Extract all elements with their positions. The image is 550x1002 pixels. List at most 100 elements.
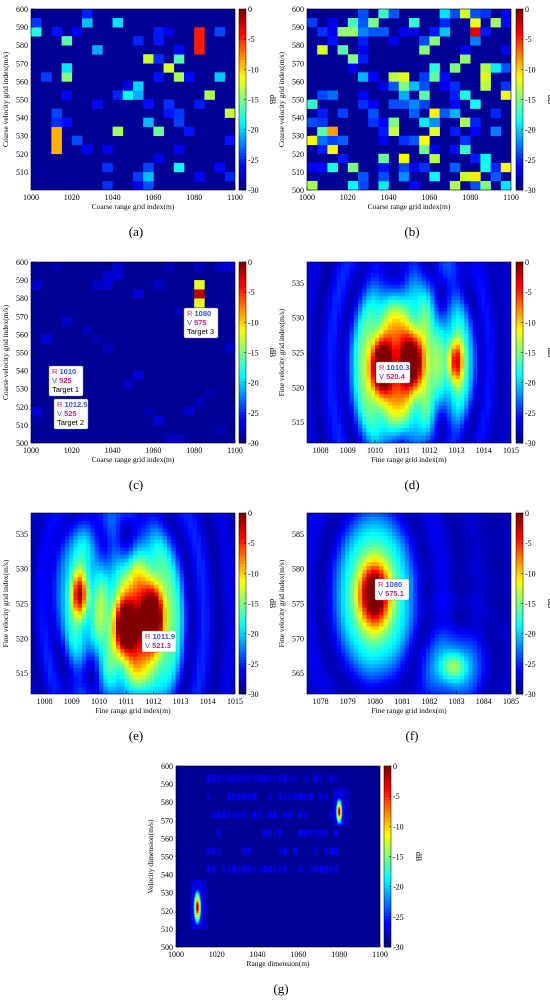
y-tick-label: 550: [16, 96, 28, 105]
y-tick-label: 510: [161, 925, 173, 934]
colorbar-tick-label: -20: [525, 630, 536, 639]
y-axis-label: Coarse velocity grid index(m/s): [277, 51, 286, 147]
y-tick-label: 600: [292, 5, 304, 14]
colorbar-tick-label: -5: [525, 35, 532, 44]
colorbar-tick-label: -30: [248, 690, 259, 699]
colorbar-tick-label: -30: [525, 439, 536, 448]
y-tick-label: 525: [292, 349, 304, 358]
colorbar: 0 -5 -10 -15 -20 -25 -30 dB: [238, 5, 277, 195]
colorbar-label: dB: [268, 599, 277, 608]
subplot-g: 1000 1020 1040 1060 1080 1100 500 510 520 530 540 5…: [146, 762, 423, 996]
y-axis-label: Coarse velocity grid index(m/s): [1, 304, 10, 400]
subplot-e: 1008 1009 1010 1011 1012 1013 1014 1015 515 520 52…: [1, 509, 277, 743]
y-tick-label: 515: [292, 418, 304, 427]
x-tick-label: 1080: [186, 193, 202, 202]
colorbar-tick-label: -30: [393, 943, 404, 952]
annotation-velocity: V 525: [52, 376, 72, 385]
colorbar: 0 -5 -10 -15 -20 -25 -30 dB: [238, 509, 277, 699]
colorbar-tick-label: -5: [525, 539, 532, 548]
panel-label: (b): [404, 224, 419, 239]
heatmap-cells: [307, 513, 511, 694]
colorbar-tick-label: -15: [525, 600, 536, 609]
y-tick-label: 570: [161, 816, 173, 825]
heatmap-cells: [176, 766, 380, 947]
x-tick-label: 1013: [173, 697, 189, 706]
y-tick-label: 585: [292, 530, 304, 539]
heatmap-cells: [31, 513, 235, 694]
x-tick-label: 1000: [168, 950, 184, 959]
y-tick-label: 590: [16, 23, 28, 32]
colorbar-tick-label: -15: [248, 96, 259, 105]
y-axis-label: Fine velocity grid index(m/s): [1, 559, 10, 647]
x-axis-label: Coarse range grid index(m): [368, 202, 451, 211]
y-tick-label: 560: [292, 77, 304, 86]
x-axis-label: Coarse range grid index(m): [92, 202, 175, 211]
colorbar-tick-label: -30: [525, 690, 536, 699]
target-annotation: R 1010.3V 520.4: [375, 361, 411, 384]
annotation-target-name: Target 2: [57, 418, 84, 427]
y-tick-label: 530: [16, 385, 28, 394]
y-tick-label: 530: [292, 314, 304, 323]
y-tick-label: 530: [161, 889, 173, 898]
colorbar-tick-label: -25: [248, 660, 259, 669]
y-tick-label: 510: [16, 168, 28, 177]
heatmap-cells: [31, 9, 235, 190]
colorbar-tick-label: -15: [525, 96, 536, 105]
y-axis-label: Fine velocity grid index(m/s): [277, 308, 286, 396]
annotation-range: R 1012.5: [57, 400, 87, 409]
x-tick-label: 1100: [503, 193, 519, 202]
subplot-b: 1000 1020 1040 1060 1080 1100 500 510 520 530 540 5…: [277, 5, 550, 239]
x-tick-label: 1012: [145, 697, 161, 706]
x-tick-label: 1100: [227, 193, 243, 202]
x-tick-label: 1080: [331, 950, 347, 959]
x-tick-label: 1020: [64, 193, 80, 202]
x-tick-label: 1060: [290, 950, 306, 959]
subplot-c: 1000 1020 1040 1060 1080 1100 500 510 520 530 540 5…: [1, 258, 277, 492]
colorbar-tick-label: 0: [525, 258, 529, 267]
x-tick-label: 1015: [227, 697, 243, 706]
colorbar-tick-label: -30: [525, 186, 536, 195]
x-tick-label: 1100: [227, 446, 243, 455]
x-tick-label: 1020: [64, 446, 80, 455]
y-tick-label: 565: [292, 669, 304, 678]
x-axis-label: Fine range grid index(m): [371, 455, 447, 464]
x-tick-label: 1060: [421, 193, 437, 202]
colorbar-tick-label: 0: [248, 5, 252, 14]
colorbar-tick-label: -15: [525, 349, 536, 358]
panel-label: (f): [406, 728, 419, 743]
colorbar-tick-label: -5: [525, 288, 532, 297]
x-tick-label: 1010: [91, 697, 107, 706]
x-tick-label: 1040: [250, 950, 266, 959]
colorbar-tick-label: -5: [393, 792, 400, 801]
y-axis-label: Velocity dimension(m/s): [146, 819, 155, 893]
y-tick-label: 600: [16, 5, 28, 14]
colorbar-label: dB: [546, 95, 550, 104]
y-tick-label: 600: [161, 762, 173, 771]
y-tick-label: 550: [161, 853, 173, 862]
annotation-velocity: V 520.4: [379, 372, 406, 381]
x-tick-label: 1000: [23, 193, 39, 202]
colorbar-tick-label: 0: [525, 5, 529, 14]
colorbar-tick-label: -10: [248, 318, 259, 327]
y-tick-label: 520: [16, 403, 28, 412]
annotation-range: R 1011.9: [145, 632, 175, 641]
x-tick-label: 1085: [503, 697, 519, 706]
x-tick-label: 1080: [462, 193, 478, 202]
x-tick-label: 1083: [449, 697, 465, 706]
colorbar-tick-label: -30: [248, 439, 259, 448]
x-axis-label: Coarse range grid index(m): [92, 455, 175, 464]
colorbar-tick-label: -20: [248, 630, 259, 639]
colorbar-tick-label: -5: [248, 35, 255, 44]
colorbar-tick-label: -10: [248, 569, 259, 578]
y-axis-label: Fine velocity grid index(m/s): [277, 559, 286, 647]
colorbar-tick-label: 0: [525, 509, 529, 518]
colorbar-label: dB: [546, 348, 550, 357]
colorbar-tick-label: -10: [248, 65, 259, 74]
colorbar-tick-label: -15: [393, 853, 404, 862]
colorbar-tick-label: -20: [248, 126, 259, 135]
x-tick-label: 1000: [299, 193, 315, 202]
colorbar-tick-label: -10: [525, 318, 536, 327]
